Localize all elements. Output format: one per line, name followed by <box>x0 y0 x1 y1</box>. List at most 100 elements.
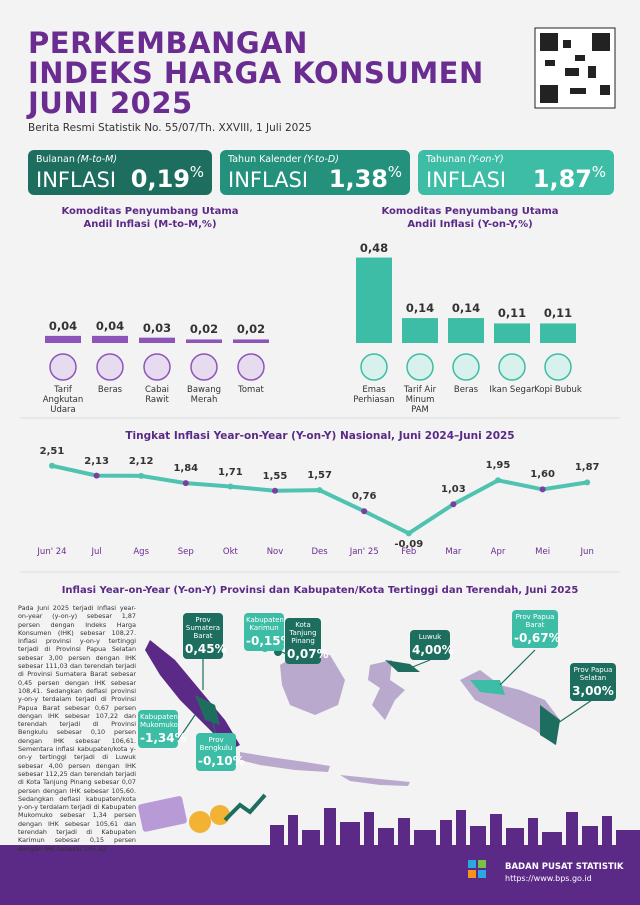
card-label: Bulanan (M-to-M) <box>36 154 118 165</box>
value-label: 2,13 <box>84 455 109 467</box>
map-title: Inflasi Year-on-Year (Y-on-Y) Provinsi d… <box>61 585 579 596</box>
callout: Kota Tanjung Pinang 0,07% <box>285 618 329 664</box>
bar <box>45 335 81 343</box>
title-line: INDEKS HARGA KONSUMEN <box>28 56 484 90</box>
bar <box>356 257 392 343</box>
card-value: 0,19 <box>130 165 190 193</box>
line-point <box>138 472 145 479</box>
commodity-icon <box>452 353 480 381</box>
inflation-card: Tahun Kalender (Y-to-D) INFLASI 1,38% <box>220 150 410 195</box>
month-label: Okt <box>222 547 238 557</box>
chart-title: Komoditas Penyumbang Utama <box>381 206 559 217</box>
callout-value: 4,00% <box>412 643 454 657</box>
value-label: 0,04 <box>95 318 125 333</box>
card-value: 1,87 <box>532 165 592 193</box>
callout-name: Kabupaten Karimun <box>246 616 284 632</box>
card-unit: % <box>189 163 204 181</box>
callout-name: Kota Tanjung Pinang <box>289 621 317 645</box>
category-label: Beras <box>453 385 479 395</box>
value-label: 0,02 <box>189 322 219 337</box>
callout-value: 3,00% <box>572 684 614 698</box>
callout-value: -0,15% <box>246 634 293 648</box>
bar <box>448 318 484 343</box>
commodity-icon <box>96 353 124 381</box>
month-label: Des <box>311 547 328 557</box>
card-unit: % <box>387 163 402 181</box>
callout-value: -0,67% <box>514 631 561 645</box>
callout-value: 0,07% <box>287 647 329 661</box>
bar <box>540 323 576 343</box>
chart-title: Komoditas Penyumbang Utama <box>61 206 239 217</box>
line-point <box>450 501 457 508</box>
category-label: Emas Perhiasan <box>353 385 395 405</box>
value-label: 1,95 <box>485 460 511 472</box>
value-label: 0,11 <box>543 306 573 321</box>
line-point <box>49 462 55 469</box>
callout: Prov Sumatera Barat 0,45% <box>183 613 227 659</box>
category-label: Tarif Angkutan Udara <box>42 385 84 415</box>
line-point <box>584 479 591 486</box>
card-label: Tahun Kalender (Y-to-D) <box>228 154 339 165</box>
line-point <box>316 487 323 494</box>
value-label: 1,57 <box>307 470 332 482</box>
commodity-icon <box>360 353 388 381</box>
callout-value: -1,34% <box>140 731 187 745</box>
bar <box>402 318 438 343</box>
inflation-card: Tahunan (Y-on-Y) INFLASI 1,87% <box>418 150 614 195</box>
commodity-icon <box>544 353 572 381</box>
card-value: 1,38 <box>328 165 388 193</box>
month-label: Mei <box>535 547 551 557</box>
value-label: 1,71 <box>218 466 243 478</box>
month-label: Ags <box>133 547 149 557</box>
category-label: Kopi Bubuk <box>534 385 582 395</box>
commodity-icon <box>190 353 218 381</box>
title-line: JUNI 2025 <box>28 86 193 120</box>
callout: Luwuk 4,00% <box>410 630 454 660</box>
line-point <box>539 486 546 493</box>
value-label: 0,04 <box>48 318 78 333</box>
value-label: 0,14 <box>451 301 481 316</box>
callout: Prov Papua Selatan 3,00% <box>570 663 616 701</box>
card-unit: % <box>591 163 606 181</box>
month-label: Jun' 24 <box>37 547 67 557</box>
commodity-icon <box>143 353 171 381</box>
category-label: Cabai Rawit <box>144 385 170 405</box>
value-label: 1,87 <box>574 462 600 474</box>
line-point <box>272 487 278 494</box>
line-point <box>227 483 234 490</box>
callout-name: Prov Papua Selatan <box>573 666 613 682</box>
value-label: 2,51 <box>39 445 65 457</box>
card-period: (Y-to-D) <box>303 154 339 165</box>
chart-subtitle: Andil Inflasi (Y-on-Y,%) <box>407 219 533 230</box>
category-label: Bawang Merah <box>187 385 221 405</box>
value-label: 1,55 <box>262 470 288 482</box>
callout-name: Prov Papua Barat <box>515 613 555 629</box>
title-line: PERKEMBANGAN <box>28 26 308 60</box>
map-text: Pada Juni 2025 terjadi inflasi year-on-y… <box>18 604 136 853</box>
card-period: (M-to-M) <box>76 154 118 165</box>
money-illustration <box>138 793 267 833</box>
card-word: INFLASI <box>228 168 309 192</box>
bar <box>92 335 128 343</box>
value-label: 1,03 <box>441 484 466 496</box>
month-label: Jan' 25 <box>349 547 379 557</box>
line-point <box>361 508 368 515</box>
footer-url: https://www.bps.go.id <box>505 874 592 883</box>
skyline <box>270 808 640 845</box>
month-label: Jun <box>580 547 594 557</box>
value-label: 1,60 <box>530 469 555 481</box>
callout-name: Luwuk <box>418 633 442 641</box>
card-word: INFLASI <box>36 168 117 192</box>
category-label: Ikan Segar <box>489 385 535 395</box>
map <box>145 640 560 786</box>
month-label: Sep <box>177 547 194 557</box>
month-label: Mar <box>445 547 462 557</box>
commodity-icon <box>406 353 434 381</box>
month-label: Jul <box>91 547 102 557</box>
callout-name: Prov Sumatera Barat <box>185 616 221 640</box>
commodity-icon <box>498 353 526 381</box>
value-label: 0,48 <box>359 240 389 255</box>
category-label: Tarif Air Minum PAM <box>403 385 437 415</box>
